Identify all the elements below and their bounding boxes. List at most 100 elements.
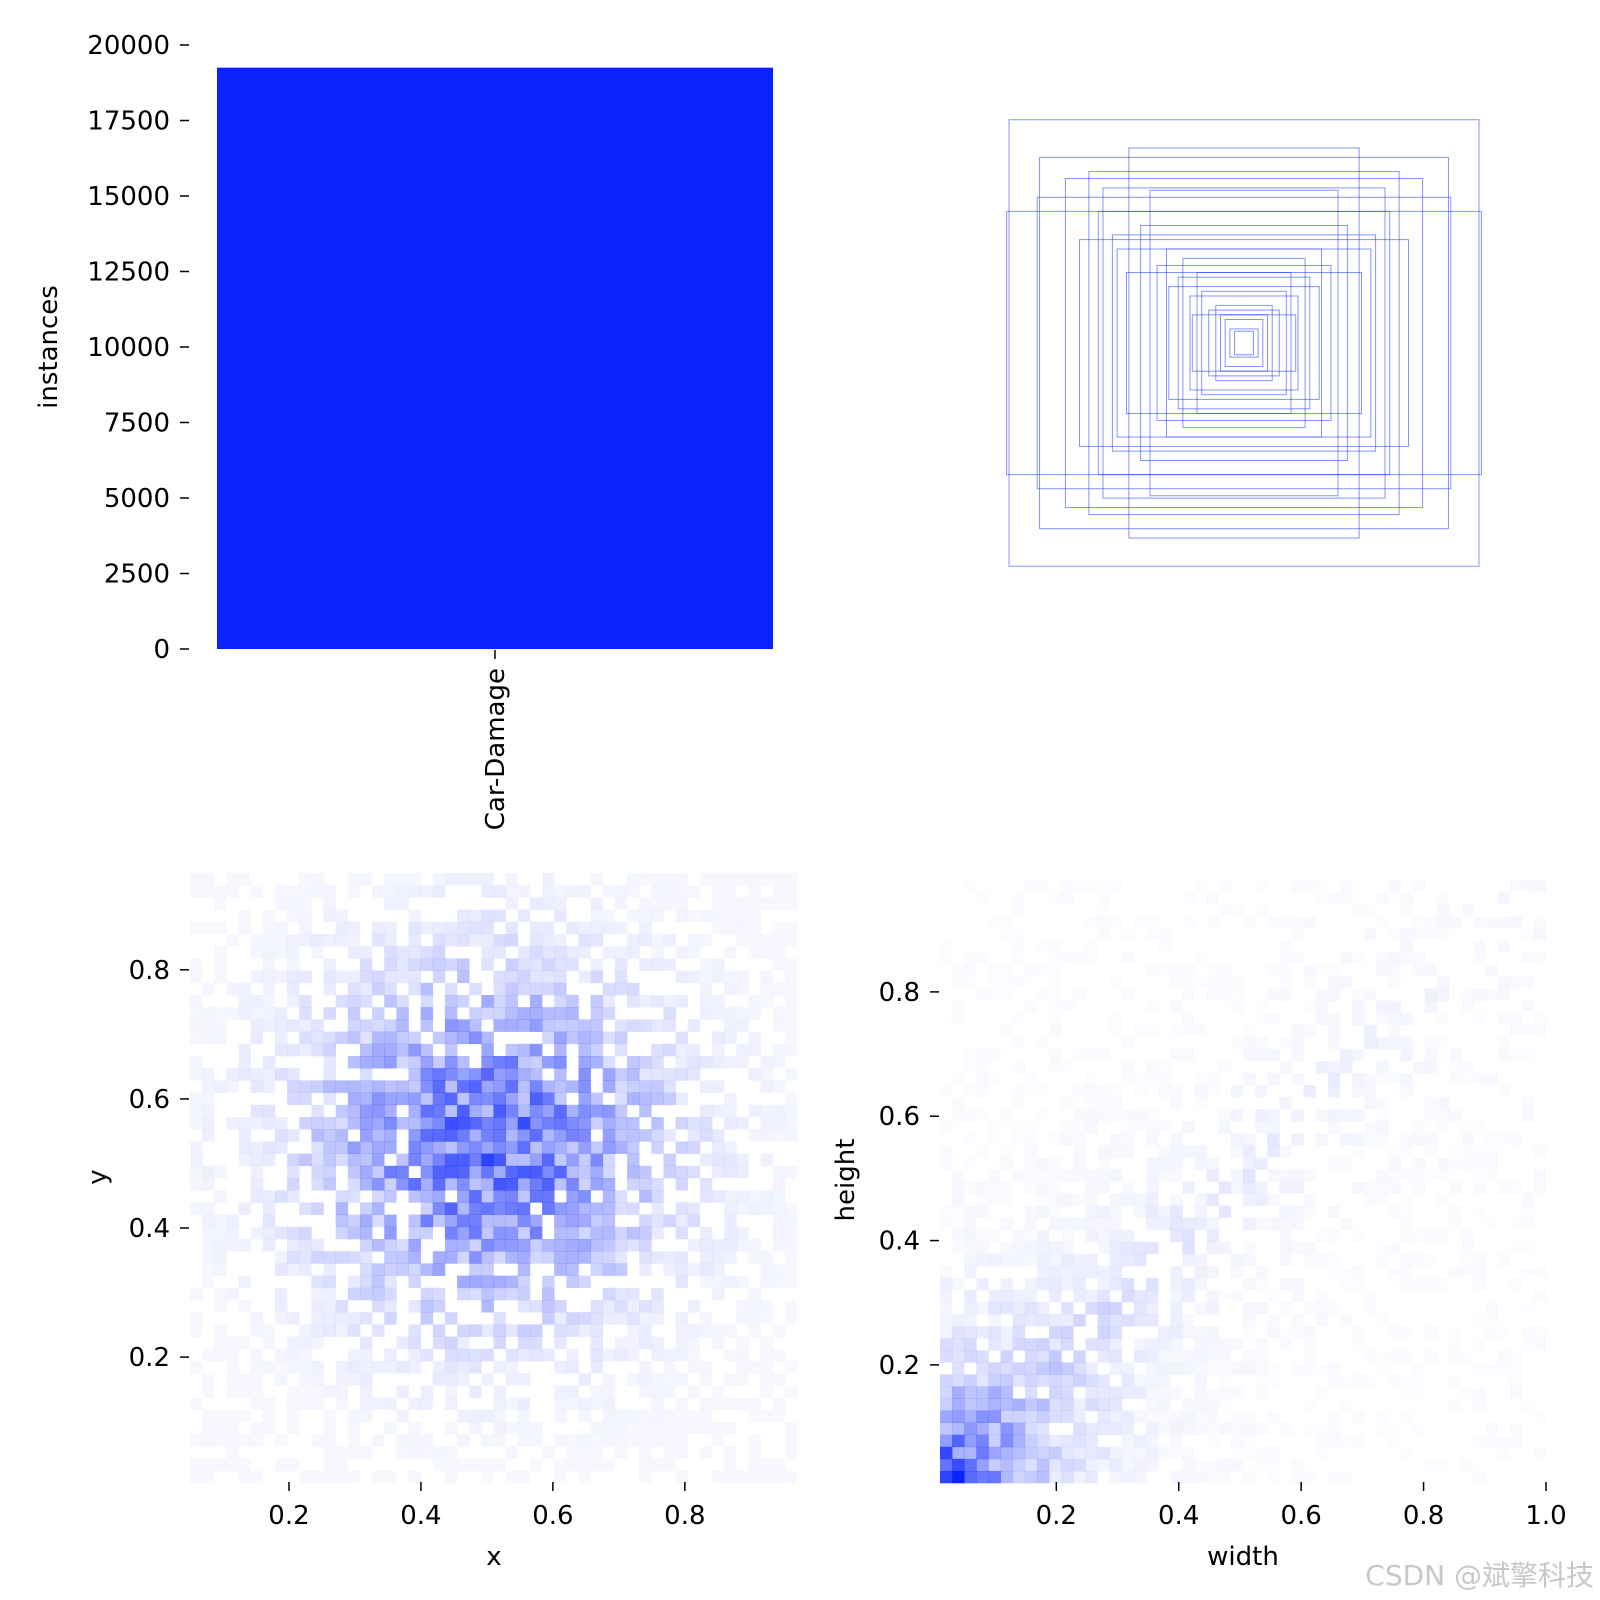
wh-heatmap-cell (1049, 1206, 1061, 1218)
wh-heatmap-cell (1085, 1458, 1098, 1472)
xy-heatmap-cell (335, 1080, 349, 1093)
xy-heatmap-cell (590, 1117, 604, 1130)
wh-heatmap-cell (1267, 1374, 1279, 1386)
xy-heatmap-cell (639, 958, 652, 971)
wh-heatmap-cell (1194, 1253, 1207, 1267)
xy-heatmap-cell (529, 946, 543, 959)
wh-heatmap-cell (1073, 1265, 1086, 1279)
xy-heatmap-cell (602, 1422, 616, 1435)
xy-heatmap-cell (517, 1275, 531, 1289)
wh-heatmap-cell (1195, 1423, 1207, 1435)
xy-heatmap-cell (432, 934, 446, 947)
xy-heatmap-cell (347, 1104, 361, 1118)
xy-heatmap-cell (408, 1117, 421, 1130)
xy-heatmap-cell (396, 1251, 409, 1264)
wh-heatmap-cell (1012, 1362, 1026, 1375)
xy-heatmap-cell (396, 1092, 409, 1106)
xy-heatmap-cell (469, 934, 482, 947)
wh-heatmap-cell (1243, 1217, 1256, 1231)
wh-heatmap-cell (952, 1073, 964, 1085)
wh-heatmap-cell (1206, 1302, 1220, 1315)
wh-heatmap-cell (1267, 1314, 1279, 1326)
xy-heatmap-cell (493, 1068, 506, 1081)
wh-heatmap-cell (1109, 1470, 1123, 1484)
wh-heatmap-cell (1243, 1193, 1256, 1206)
wh-heatmap-cell (1158, 1217, 1171, 1231)
xy-heatmap-cell (311, 1239, 324, 1252)
xy-heatmap-cell (359, 1178, 373, 1191)
xy-heatmap-cell (214, 1263, 227, 1276)
xy-heatmap-cell (335, 1031, 349, 1045)
xy-heatmap-cell (663, 897, 676, 910)
xy-heatmap-cell (274, 1007, 288, 1020)
wh-heatmap-cell (1146, 1387, 1158, 1399)
xy-heatmap-cell (190, 1068, 203, 1081)
xy-heatmap-cell (275, 1459, 287, 1472)
wh-heatmap-cell (1049, 1398, 1062, 1411)
wh-heatmap-cell (1182, 1399, 1194, 1411)
xy-heatmap-cell (409, 1434, 421, 1447)
xy-heatmap-cell (529, 1348, 543, 1362)
wh-heatmap-cell (1207, 1411, 1219, 1423)
xy-heatmap-cell (760, 1129, 774, 1142)
wh-heatmap-cell (1316, 892, 1328, 904)
xy-heatmap-cell (359, 995, 373, 1008)
xy-heatmap-cell (760, 1202, 774, 1215)
xy-heatmap-cell (785, 971, 797, 984)
wh-heatmap-cell (1122, 1145, 1134, 1157)
xy-heatmap-cell (226, 1459, 238, 1472)
wh-heatmap-cell (1376, 1314, 1388, 1326)
xy-heatmap-cell (517, 1373, 531, 1386)
xy-heatmap-cell (469, 1165, 482, 1179)
wh-heatmap-cell (1522, 1194, 1534, 1206)
wh-heatmap-cell (1340, 1278, 1352, 1290)
xy-heatmap-cell (736, 1337, 748, 1350)
xy-heatmap-cell (469, 921, 482, 935)
wh-heatmap-cell (1036, 1265, 1050, 1279)
wh-heatmap-cell (1243, 1278, 1255, 1290)
xy-heatmap-cell (602, 1117, 616, 1130)
xy-heatmap-cell (736, 1019, 749, 1032)
wh-heatmap-cell (1364, 1097, 1377, 1110)
xy-heatmap-cell (627, 909, 640, 923)
xy-heatmap-cell (712, 1031, 725, 1045)
wh-heatmap-cell (1255, 1374, 1267, 1386)
xy-heatmap-cell (748, 1287, 761, 1301)
wh-heatmap-cell (1073, 1458, 1086, 1472)
xy-heatmap-cell (529, 1104, 543, 1118)
xy-heatmap-cell (724, 910, 736, 923)
xy-heatmap-cell (772, 1178, 786, 1191)
xy-heatmap-cell (699, 909, 713, 923)
xy-heatmap-cell (493, 946, 506, 959)
wh-heatmap-cell (1291, 1459, 1303, 1471)
xy-heatmap-cell (542, 1092, 555, 1106)
xy-heatmap-cell (493, 1190, 506, 1203)
xy-heatmap-cell (372, 1092, 385, 1106)
wh-heatmap-cell (1388, 1073, 1400, 1085)
wh-heatmap-cell (1085, 1338, 1098, 1351)
wh-heatmap-cell (1534, 1447, 1546, 1459)
xy-heatmap-cell (481, 1434, 494, 1447)
wh-heatmap-cell (988, 1182, 1000, 1194)
xy-heatmap-cell (542, 1141, 555, 1154)
wh-heatmap-cell (1037, 964, 1049, 976)
wh-heatmap-cell (940, 1458, 953, 1472)
wh-heatmap-cell (1279, 1338, 1291, 1350)
xy-heatmap-cell (469, 1214, 482, 1228)
xy-heatmap-cell (700, 934, 712, 947)
wh-heatmap-cell (1388, 1435, 1400, 1447)
xy-heatmap-cell (444, 1117, 458, 1130)
xy-heatmap-cell (444, 1397, 458, 1411)
xy-heatmap-cell (505, 1165, 519, 1179)
xy-heatmap-cell (627, 1068, 640, 1081)
box-outline (1079, 239, 1409, 447)
wh-heatmap-cell (1534, 952, 1546, 964)
wh-heatmap-cell (1025, 1133, 1037, 1145)
wh-heatmap-cell (1049, 1217, 1062, 1231)
wh-heatmap-cell (1036, 1205, 1050, 1218)
xy-heatmap-cell (445, 1459, 457, 1472)
xy-heatmap-cell (748, 1251, 761, 1264)
xy-heatmap-cell (202, 1007, 215, 1020)
wh-heatmap-cell (1231, 1387, 1243, 1399)
xy-heatmap-cell (566, 1324, 579, 1337)
